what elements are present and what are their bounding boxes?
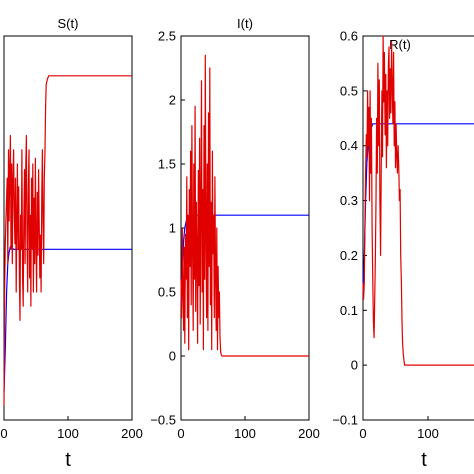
x-axis-label-s: t [65,449,71,471]
y-tick-label-r: 0.6 [340,29,358,44]
x-tick-label-i: 0 [177,426,184,441]
x-tick-label-s: 200 [121,426,143,441]
y-tick-label-r: 0.2 [340,248,358,263]
series-lines-s [3,75,132,406]
series-lines-i [180,54,309,357]
x-tick-label-s: 0 [0,426,7,441]
y-tick-label-r: 0.1 [340,303,358,318]
y-tick-label-r: −0.1 [332,413,358,428]
y-tick-label-r: 0 [351,358,358,373]
y-tick-label-r: 0.5 [340,83,358,98]
panel-r: R(t) t 0 100 −0.100.10.20.30.40.50.6 [332,29,474,471]
y-tick-label-i: 0.5 [158,285,176,300]
x-ticks-r: 0 100 [359,416,439,441]
chart-title-i: I(t) [237,16,253,31]
x-tick-label-r: 0 [359,426,366,441]
blue-series-line-s [3,245,132,392]
y-tick-label-i: 0 [169,349,176,364]
y-tick-label-i: 2.5 [158,29,176,44]
red-series-line-i [180,54,309,357]
y-tick-label-i: 1.5 [158,157,176,172]
x-tick-label-s: 100 [57,426,79,441]
y-tick-label-r: 0.4 [340,138,358,153]
x-ticks-i: 0 100 200 [177,416,320,441]
x-tick-label-i: 100 [234,426,256,441]
panel-i: I(t) 0 100 200 −0.500.511.522.5 [150,16,320,441]
panel-s: S(t) t 0 100 200 [0,16,142,471]
x-tick-label-r: 100 [417,426,439,441]
y-tick-label-i: −0.5 [150,413,176,428]
red-series-line-r [362,35,474,366]
x-axis-label-r: t [421,449,427,471]
y-tick-label-r: 0.3 [340,193,358,208]
x-ticks-s: 0 100 200 [0,416,143,441]
y-tick-label-i: 2 [169,93,176,108]
y-ticks-r: −0.1 0 0.1 0.2 0.3 0.4 0.5 0.6 [332,29,367,428]
chart-title-s: S(t) [58,16,79,31]
y-ticks-i: −0.5 0 0.5 1 1.5 2 2.5 [150,29,185,428]
chart-title-r: R(t) [389,37,411,52]
series-lines-r [362,35,474,366]
red-series-line-s [3,75,132,406]
y-tick-label-i: 1 [169,221,176,236]
x-tick-label-i: 200 [298,426,320,441]
